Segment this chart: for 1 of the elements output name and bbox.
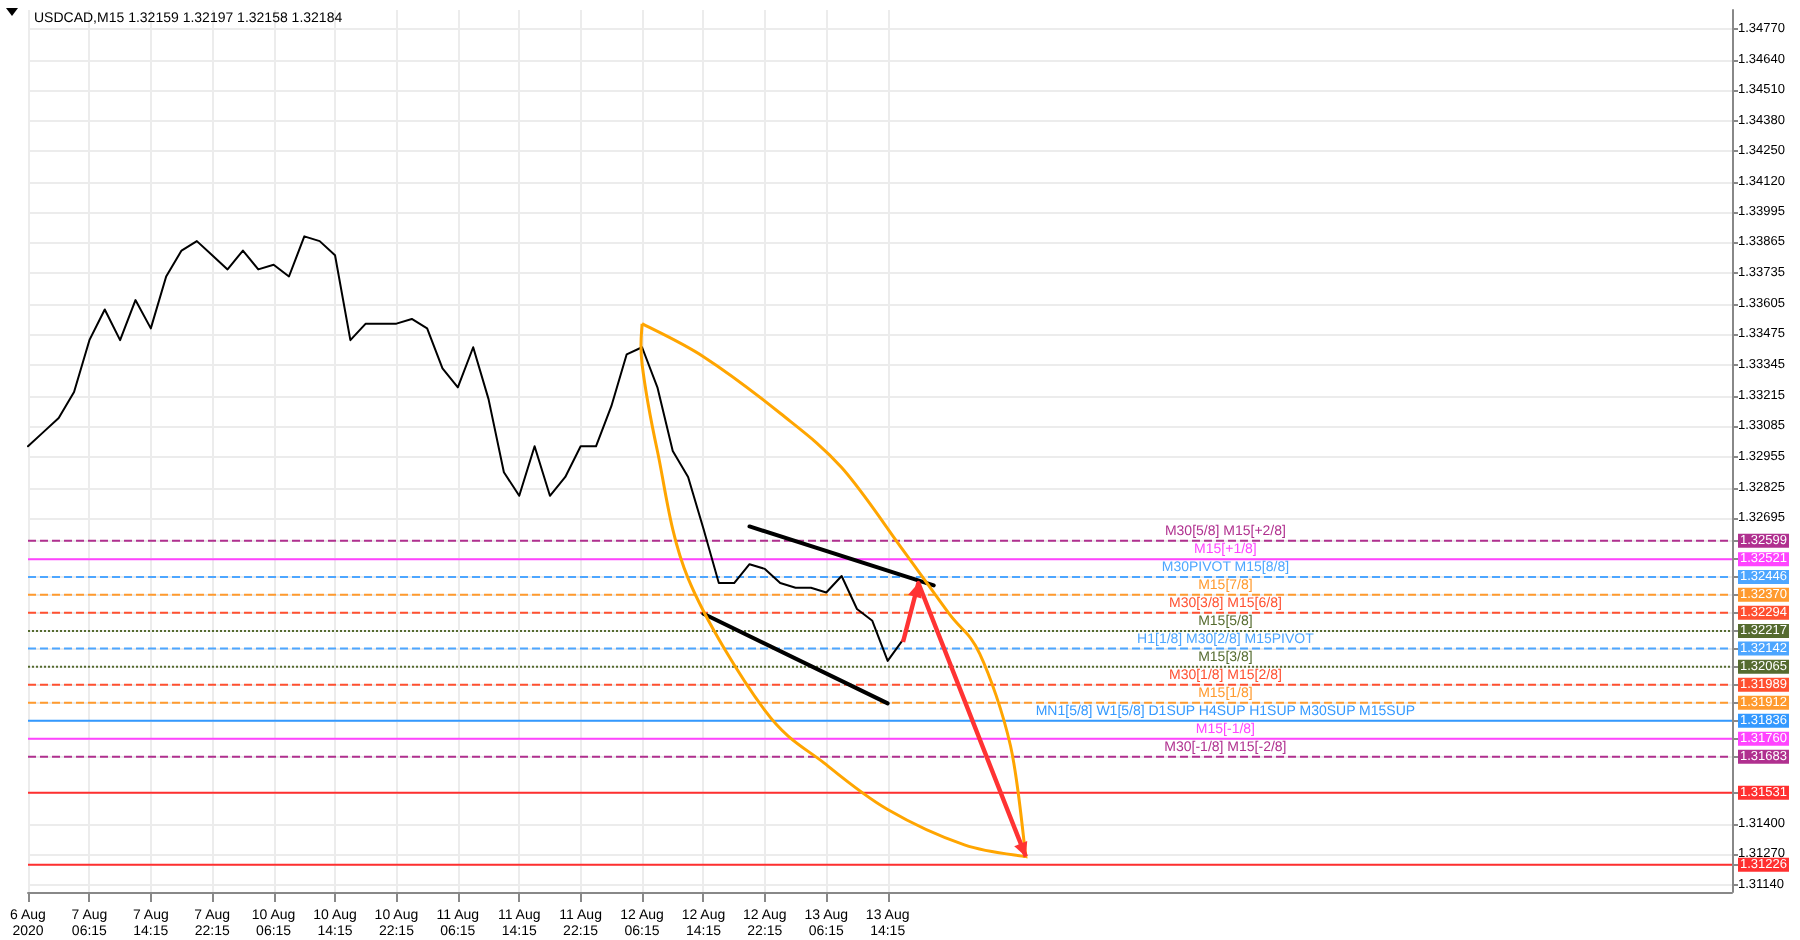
- line-series: [27, 235, 905, 662]
